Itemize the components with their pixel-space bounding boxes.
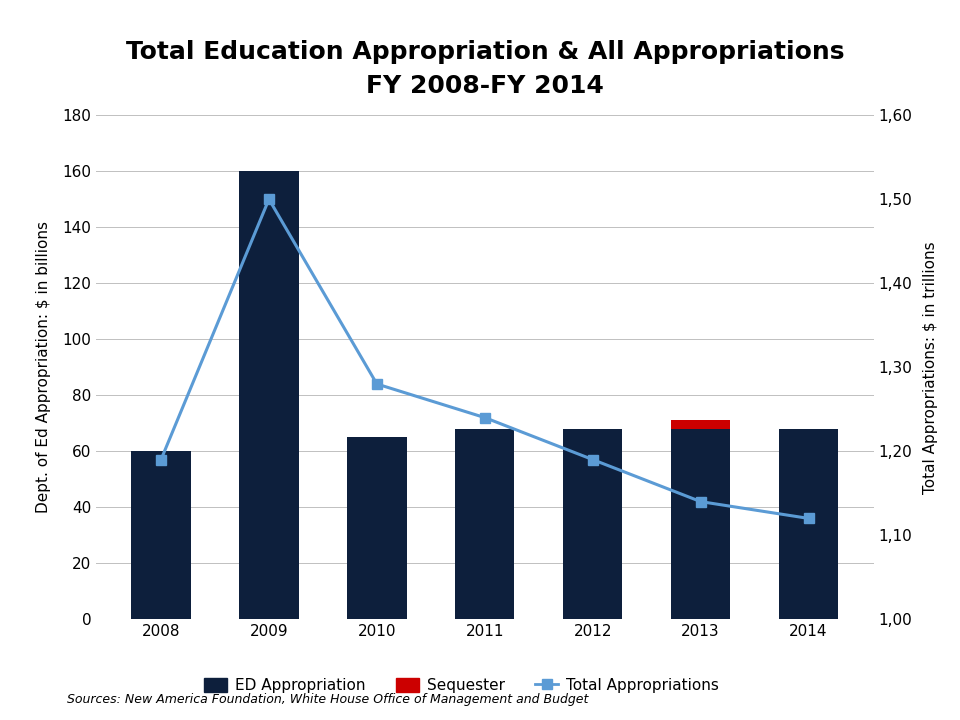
Y-axis label: Dept. of Ed Appropriation: $ in billions: Dept. of Ed Appropriation: $ in billions: [36, 221, 51, 513]
Bar: [132, 451, 191, 619]
Bar: [671, 429, 731, 619]
Total Appropriations: [263, 195, 275, 204]
Title: Total Education Appropriation & All Appropriations
FY 2008-FY 2014: Total Education Appropriation & All Appr…: [126, 40, 844, 98]
Bar: [564, 429, 622, 619]
Total Appropriations: [587, 455, 598, 464]
Bar: [348, 437, 406, 619]
Text: Sources: New America Foundation, White House Office of Management and Budget: Sources: New America Foundation, White H…: [67, 693, 588, 706]
Total Appropriations: [372, 379, 383, 388]
Bar: [239, 171, 299, 619]
Line: Total Appropriations: Total Appropriations: [156, 194, 813, 523]
Legend: ED Appropriation, Sequester, Total Appropriations: ED Appropriation, Sequester, Total Appro…: [199, 672, 725, 700]
Total Appropriations: [156, 455, 167, 464]
Bar: [779, 429, 838, 619]
Total Appropriations: [695, 498, 707, 506]
Total Appropriations: [803, 514, 814, 523]
Total Appropriations: [479, 413, 491, 422]
Y-axis label: Total Appropriations: $ in trillions: Total Appropriations: $ in trillions: [924, 241, 939, 493]
Bar: [671, 420, 731, 429]
Bar: [455, 429, 515, 619]
